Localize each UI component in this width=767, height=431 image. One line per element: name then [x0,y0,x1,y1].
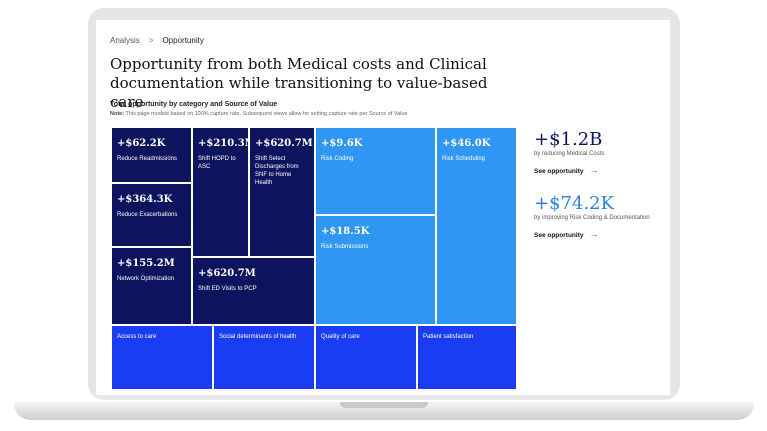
laptop-base [14,402,754,420]
note-text: Note: This page models based on 100% cap… [110,111,408,117]
summary-value: +$1.2B [534,129,603,150]
arrow-right-icon: → [589,165,599,175]
tile-label: Shift Select Discharges from SNF to Home… [255,156,299,186]
tile-label: Risk Scheduling [442,156,486,162]
note-body: This page models based on 100% capture r… [125,111,408,117]
tile-label: Network Optimization [117,276,175,282]
arrow-right-icon: → [589,229,599,239]
tile-value: +$9.6K [321,138,363,149]
tile-label: Reduce Readmissions [117,156,178,162]
tile-value: +$46.0K [442,138,491,149]
category-patient-satisfaction[interactable]: Patient satisfaction [418,326,516,389]
summary-desc: by reducing Medical Costs [534,151,605,157]
link-label: See opportunity [534,232,584,239]
category-quality-of-care[interactable]: Quality of care [316,326,416,389]
summary-risk-coding: +$74.2K by improving Risk Coding & Docum… [534,193,650,240]
tile-value: +$18.5K [321,226,370,237]
tile-shift-ed[interactable]: +$620.7M Shift ED Visits to PCP [193,258,314,324]
category-label: Social determinants of health [219,334,297,340]
category-access-to-care[interactable]: Access to care [112,326,212,389]
tile-value: +$364.3K [117,194,173,205]
tile-network-optimization[interactable]: +$155.2M Network Optimization [112,248,191,324]
see-opportunity-risk-link[interactable]: See opportunity → [534,229,650,239]
tile-risk-submissions[interactable]: +$18.5K Risk Submissions [316,216,435,324]
tile-reduce-readmissions[interactable]: +$62.2K Reduce Readmissions [112,128,191,182]
chart-subtitle: Total opportunity by category and Source… [110,101,278,108]
laptop-notch [340,402,428,408]
tile-label: Shift HOPD to ASC [198,156,236,170]
breadcrumb: Analysis > Opportunity [110,36,204,45]
tile-value: +$62.2K [117,138,166,149]
category-label: Quality of care [321,334,360,340]
tile-value: +$620.7M [198,268,256,279]
breadcrumb-opportunity: Opportunity [162,36,204,45]
chevron-right-icon: > [148,36,154,45]
tile-label: Shift ED Visits to PCP [198,286,257,292]
tile-value: +$620.7M [255,138,313,149]
category-label: Access to care [117,334,157,340]
tile-label: Reduce Exacerbations [117,212,178,218]
tile-value: +$155.2M [117,258,175,269]
note-label: Note: [110,111,125,117]
see-opportunity-medical-link[interactable]: See opportunity → [534,165,604,175]
tile-label: Risk Coding [321,156,354,162]
tile-risk-coding[interactable]: +$9.6K Risk Coding [316,128,435,214]
page-title: Opportunity from both Medical costs and … [110,55,488,111]
category-label: Patient satisfaction [423,334,474,340]
tile-risk-scheduling[interactable]: +$46.0K Risk Scheduling [437,128,516,324]
app-screen: Analysis > Opportunity Opportunity from bo… [96,20,670,395]
tile-value: +$210.3M [198,138,248,149]
link-label: See opportunity [534,168,584,175]
breadcrumb-analysis[interactable]: Analysis [110,36,140,45]
tile-shift-hopd[interactable]: +$210.3M Shift HOPD to ASC [193,128,248,256]
tile-label: Risk Submissions [321,244,369,250]
tile-reduce-exacerbations[interactable]: +$364.3K Reduce Exacerbations [112,184,191,246]
category-social-determinants[interactable]: Social determinants of health [214,326,314,389]
tile-shift-snf[interactable]: +$620.7M Shift Select Discharges from SN… [250,128,314,256]
summary-desc: by improving Risk Coding & Documentation [534,215,650,221]
summary-value: +$74.2K [534,193,615,214]
summary-medical-costs: +$1.2B by reducing Medical Costs See opp… [534,129,605,176]
